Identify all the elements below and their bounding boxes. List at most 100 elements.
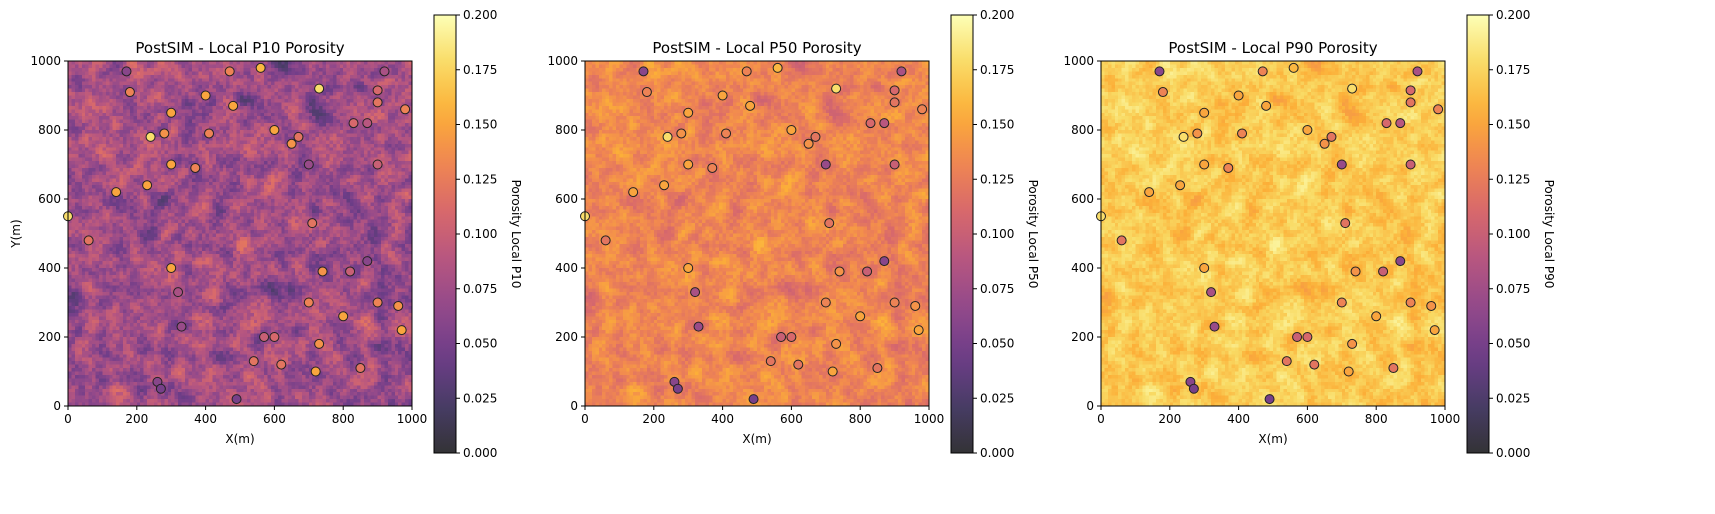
heatmap-cell xyxy=(353,81,358,86)
heatmap-cell xyxy=(250,195,255,200)
heatmap-cell xyxy=(133,143,138,148)
heatmap-cell xyxy=(291,71,296,76)
heatmap-cell xyxy=(92,136,97,141)
heatmap-cell xyxy=(102,230,107,234)
heatmap-cell xyxy=(212,188,217,193)
heatmap-cell xyxy=(167,140,172,145)
heatmap-cell xyxy=(370,98,375,103)
heatmap-cell xyxy=(150,61,155,65)
heatmap-cell xyxy=(260,105,265,110)
heatmap-cell xyxy=(212,178,217,183)
heatmap-cell xyxy=(102,202,107,207)
heatmap-cell xyxy=(150,71,155,76)
heatmap-cell xyxy=(150,230,155,234)
heatmap-cell xyxy=(202,88,207,93)
heatmap-cell xyxy=(123,61,127,65)
heatmap-cell xyxy=(281,92,286,96)
heatmap-cell xyxy=(270,119,275,124)
heatmap-cell xyxy=(332,226,337,231)
heatmap-cell xyxy=(243,81,248,86)
heatmap-cell xyxy=(219,88,224,93)
heatmap-cell xyxy=(147,199,152,203)
heatmap-cell xyxy=(71,143,76,148)
heatmap-cell xyxy=(154,92,158,96)
heatmap-cell xyxy=(394,61,399,65)
heatmap-cell xyxy=(157,92,162,96)
heatmap-cell xyxy=(401,178,406,183)
heatmap-cell xyxy=(353,88,358,93)
heatmap-cell xyxy=(301,209,306,214)
heatmap-cell xyxy=(367,219,372,224)
heatmap-cell xyxy=(398,171,403,176)
heatmap-cell xyxy=(202,219,207,224)
heatmap-cell xyxy=(391,126,396,131)
heatmap-cell xyxy=(215,95,220,100)
heatmap-cell xyxy=(360,67,365,72)
heatmap-cell xyxy=(401,147,406,152)
heatmap-cell xyxy=(88,161,93,165)
heatmap-cell xyxy=(136,109,141,114)
heatmap-cell xyxy=(68,81,72,86)
heatmap-cell xyxy=(284,85,289,90)
heatmap-cell xyxy=(315,102,320,107)
heatmap-cell xyxy=(109,109,114,114)
heatmap-cell xyxy=(71,199,76,203)
heatmap-cell xyxy=(243,223,248,228)
heatmap-cell xyxy=(78,95,83,100)
heatmap-cell xyxy=(374,147,379,152)
heatmap-cell xyxy=(181,67,186,72)
heatmap-cell xyxy=(381,230,385,234)
heatmap-cell xyxy=(229,174,234,179)
heatmap-cell xyxy=(329,157,334,162)
heatmap-cell xyxy=(284,133,289,138)
heatmap-cell xyxy=(312,216,317,221)
heatmap-cell xyxy=(315,71,320,76)
heatmap-cell xyxy=(308,181,313,186)
heatmap-cell xyxy=(374,136,379,141)
heatmap-cell xyxy=(243,92,248,96)
heatmap-cell xyxy=(274,188,279,193)
heatmap-cell xyxy=(133,102,138,107)
heatmap-cell xyxy=(267,174,272,179)
heatmap-cell xyxy=(305,171,310,176)
heatmap-cell xyxy=(246,71,251,76)
heatmap-cell xyxy=(195,88,200,93)
heatmap-cell xyxy=(129,212,134,217)
heatmap-cell xyxy=(329,161,334,165)
heatmap-cell xyxy=(195,223,200,228)
heatmap-cell xyxy=(157,216,162,221)
heatmap-cell xyxy=(160,226,165,231)
heatmap-cell xyxy=(329,164,334,169)
heatmap-cell xyxy=(147,219,152,224)
heatmap-cell xyxy=(102,61,107,65)
heatmap-cell xyxy=(267,95,272,100)
heatmap-cell xyxy=(301,95,306,100)
heatmap-cell xyxy=(188,150,193,155)
heatmap-cell xyxy=(315,81,320,86)
heatmap-cell xyxy=(215,67,220,72)
heatmap-cell xyxy=(322,209,327,214)
heatmap-cell xyxy=(295,219,299,224)
heatmap-cell xyxy=(229,181,234,186)
heatmap-cell xyxy=(308,143,313,148)
heatmap-cell xyxy=(391,105,396,110)
heatmap-cell xyxy=(405,219,410,224)
heatmap-cell xyxy=(174,123,179,128)
heatmap-cell xyxy=(291,164,296,169)
heatmap-cell xyxy=(226,219,231,224)
heatmap-cell xyxy=(150,130,155,134)
heatmap-cell xyxy=(387,171,392,176)
heatmap-cell xyxy=(236,202,241,207)
heatmap-cell xyxy=(136,92,141,96)
heatmap-cell xyxy=(164,88,169,93)
heatmap-cell xyxy=(298,185,303,190)
heatmap-cell xyxy=(284,109,289,114)
heatmap-cell xyxy=(74,195,79,200)
heatmap-cell xyxy=(119,223,124,228)
heatmap-cell xyxy=(116,95,121,100)
heatmap-cell xyxy=(171,154,176,159)
heatmap-cell xyxy=(353,64,358,69)
heatmap-cell xyxy=(339,161,344,165)
heatmap-cell xyxy=(308,116,313,121)
heatmap-cell xyxy=(394,147,399,152)
